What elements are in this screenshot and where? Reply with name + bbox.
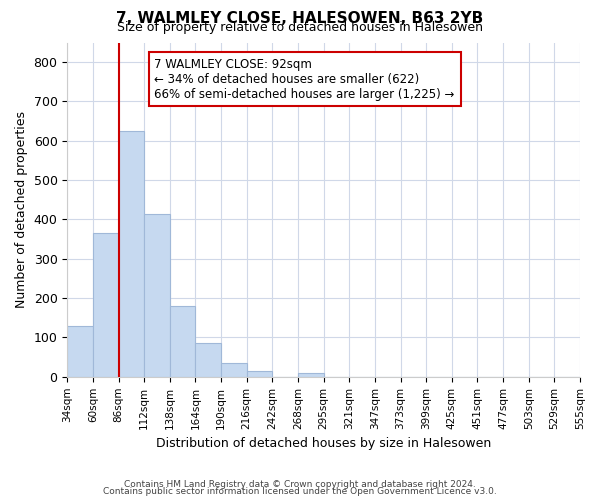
- Bar: [67, 326, 93, 377]
- Bar: [247, 371, 272, 377]
- Bar: [196, 344, 221, 377]
- Bar: [298, 373, 323, 377]
- Bar: [144, 214, 170, 377]
- Text: Contains HM Land Registry data © Crown copyright and database right 2024.: Contains HM Land Registry data © Crown c…: [124, 480, 476, 489]
- Text: 7, WALMLEY CLOSE, HALESOWEN, B63 2YB: 7, WALMLEY CLOSE, HALESOWEN, B63 2YB: [116, 11, 484, 26]
- Text: Contains public sector information licensed under the Open Government Licence v3: Contains public sector information licen…: [103, 487, 497, 496]
- Y-axis label: Number of detached properties: Number of detached properties: [15, 111, 28, 308]
- X-axis label: Distribution of detached houses by size in Halesowen: Distribution of detached houses by size …: [156, 437, 491, 450]
- Text: Size of property relative to detached houses in Halesowen: Size of property relative to detached ho…: [117, 22, 483, 35]
- Bar: [170, 306, 196, 377]
- Bar: [119, 131, 144, 377]
- Text: 7 WALMLEY CLOSE: 92sqm
← 34% of detached houses are smaller (622)
66% of semi-de: 7 WALMLEY CLOSE: 92sqm ← 34% of detached…: [154, 58, 455, 100]
- Bar: [93, 234, 119, 377]
- Bar: [221, 363, 247, 377]
